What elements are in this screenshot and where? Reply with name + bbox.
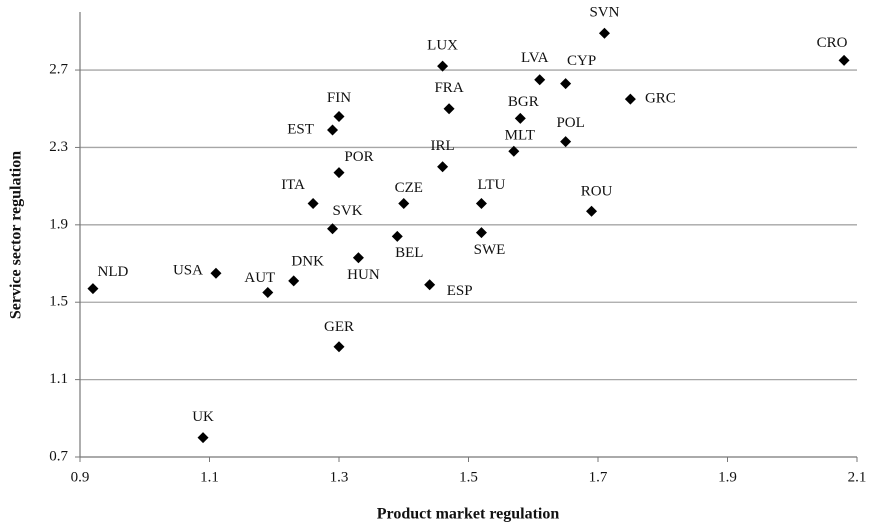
- point: [475, 227, 487, 239]
- point-label: NLD: [98, 264, 129, 280]
- x-axis-title: Product market regulation: [377, 506, 560, 523]
- point: [598, 27, 610, 39]
- point: [514, 112, 526, 124]
- x-tick-label: 1.3: [330, 469, 349, 485]
- point-label: DNK: [291, 253, 324, 269]
- point: [398, 198, 410, 210]
- point-label: FIN: [327, 90, 351, 106]
- point: [475, 198, 487, 210]
- point-label: SVN: [589, 5, 619, 21]
- point-label: ROU: [581, 184, 613, 200]
- point-label: AUT: [244, 270, 275, 286]
- point-label: POL: [556, 115, 584, 131]
- point-label: LUX: [427, 38, 458, 54]
- point-label: GRC: [645, 91, 676, 107]
- point: [534, 74, 546, 86]
- point: [307, 198, 319, 210]
- point: [424, 279, 436, 291]
- point: [437, 60, 449, 72]
- point: [560, 136, 572, 148]
- point: [560, 78, 572, 90]
- y-tick-label: 1.1: [49, 371, 68, 387]
- point: [288, 275, 300, 287]
- point: [327, 223, 339, 235]
- point-label: POR: [344, 149, 373, 165]
- x-tick-label: 0.9: [71, 469, 90, 485]
- x-tick-label: 1.9: [718, 469, 737, 485]
- point-label: BEL: [395, 245, 423, 261]
- point: [333, 167, 345, 179]
- point-label: LVA: [521, 50, 549, 66]
- x-tick-label: 1.7: [589, 469, 608, 485]
- point: [508, 145, 520, 157]
- point-label: LTU: [478, 177, 506, 193]
- y-tick-label: 2.7: [49, 61, 68, 77]
- y-tick-label: 1.5: [49, 294, 68, 310]
- point-label: SWE: [474, 242, 506, 258]
- point-label: ITA: [281, 177, 305, 193]
- point: [586, 205, 598, 217]
- point-label: BGR: [508, 94, 539, 110]
- point-label: CZE: [395, 180, 423, 196]
- point: [327, 124, 339, 136]
- point-label: SVK: [333, 203, 363, 219]
- x-tick-label: 2.1: [848, 469, 867, 485]
- point: [838, 54, 850, 66]
- point-label: USA: [173, 263, 203, 279]
- point: [333, 110, 345, 122]
- point-label: MLT: [505, 128, 535, 144]
- point-label: IRL: [431, 138, 455, 154]
- point: [352, 252, 364, 264]
- point-label: UK: [192, 409, 214, 425]
- point: [197, 432, 209, 444]
- point: [87, 283, 99, 295]
- point-label: GER: [324, 319, 354, 335]
- y-tick-label: 2.3: [49, 139, 68, 155]
- point-label: CYP: [567, 53, 596, 69]
- point: [210, 267, 222, 279]
- point: [391, 230, 403, 242]
- y-tick-label: 1.9: [49, 216, 68, 232]
- x-tick-label: 1.1: [200, 469, 219, 485]
- point-label: CRO: [817, 35, 848, 51]
- point: [333, 341, 345, 353]
- point-label: FRA: [434, 80, 463, 96]
- point: [262, 287, 274, 299]
- x-tick-label: 1.5: [459, 469, 478, 485]
- point: [443, 103, 455, 115]
- y-tick-label: 0.7: [49, 448, 68, 464]
- point-label: HUN: [347, 267, 380, 283]
- point-label: EST: [287, 121, 314, 137]
- y-axis-title: Service sector regulation: [8, 151, 25, 319]
- point-label: ESP: [447, 283, 473, 299]
- point: [437, 161, 449, 173]
- point: [624, 93, 636, 105]
